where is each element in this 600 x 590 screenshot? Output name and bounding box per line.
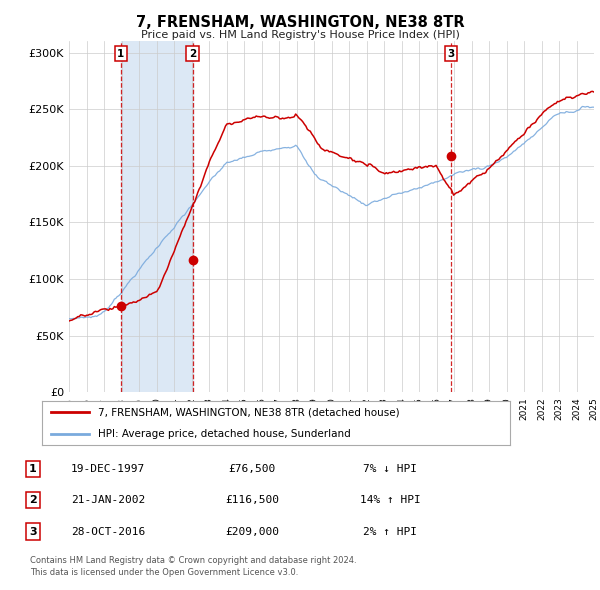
Text: 7% ↓ HPI: 7% ↓ HPI xyxy=(363,464,417,474)
Bar xyxy=(121,41,193,392)
Text: £209,000: £209,000 xyxy=(225,527,279,536)
Text: 3: 3 xyxy=(448,48,455,58)
Text: 7, FRENSHAM, WASHINGTON, NE38 8TR: 7, FRENSHAM, WASHINGTON, NE38 8TR xyxy=(136,15,464,30)
Text: 2: 2 xyxy=(29,496,37,505)
Text: 7, FRENSHAM, WASHINGTON, NE38 8TR (detached house): 7, FRENSHAM, WASHINGTON, NE38 8TR (detac… xyxy=(98,407,400,417)
Text: 1: 1 xyxy=(29,464,37,474)
Text: 28-OCT-2016: 28-OCT-2016 xyxy=(71,527,145,536)
Text: 21-JAN-2002: 21-JAN-2002 xyxy=(71,496,145,505)
Text: 3: 3 xyxy=(29,527,37,536)
Text: 2% ↑ HPI: 2% ↑ HPI xyxy=(363,527,417,536)
Text: 2: 2 xyxy=(189,48,196,58)
Text: £76,500: £76,500 xyxy=(229,464,275,474)
Text: 14% ↑ HPI: 14% ↑ HPI xyxy=(359,496,421,505)
Text: Price paid vs. HM Land Registry's House Price Index (HPI): Price paid vs. HM Land Registry's House … xyxy=(140,31,460,40)
Text: £116,500: £116,500 xyxy=(225,496,279,505)
Text: 1: 1 xyxy=(117,48,124,58)
Text: HPI: Average price, detached house, Sunderland: HPI: Average price, detached house, Sund… xyxy=(98,430,351,440)
Text: Contains HM Land Registry data © Crown copyright and database right 2024.
This d: Contains HM Land Registry data © Crown c… xyxy=(30,556,356,577)
Text: 19-DEC-1997: 19-DEC-1997 xyxy=(71,464,145,474)
